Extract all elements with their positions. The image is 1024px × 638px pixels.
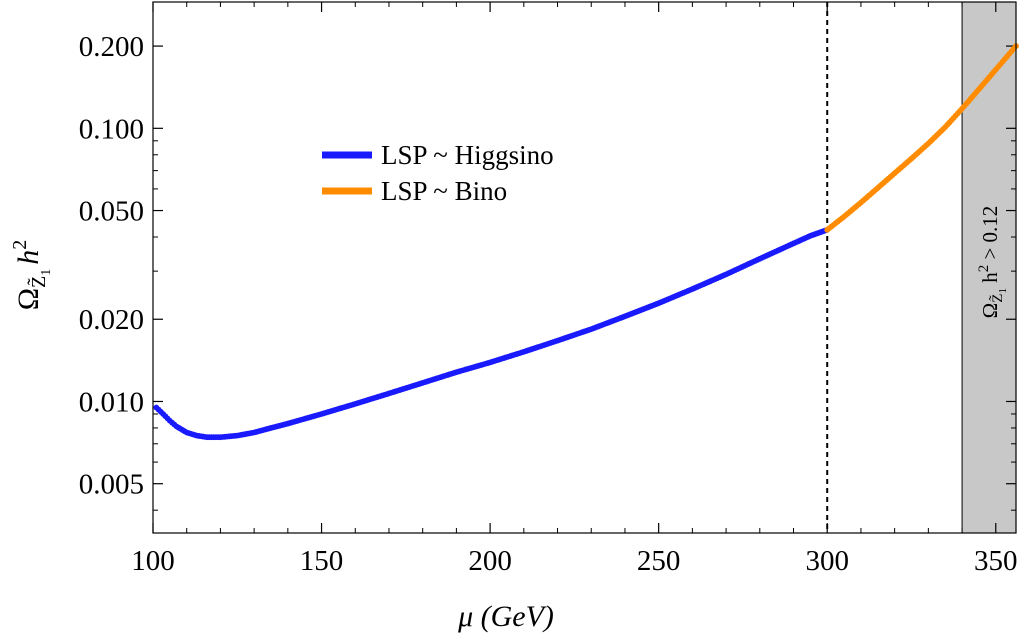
y-tick-label-0.010: 0.010 bbox=[79, 386, 144, 418]
data-series bbox=[153, 43, 1019, 441]
x-tick-label-150: 150 bbox=[300, 545, 344, 577]
legend-label-higgsino: LSP ~ Higgsino bbox=[381, 140, 554, 170]
y-tick-label-0.100: 0.100 bbox=[79, 113, 144, 145]
series-bino bbox=[824, 43, 1019, 233]
y-tick-label-0.200: 0.200 bbox=[79, 31, 144, 63]
y-tick-label-0.050: 0.050 bbox=[79, 196, 144, 228]
x-tick-label-100: 100 bbox=[131, 545, 175, 577]
excluded-region-label: ΩZ̃1 h2 > 0.12 bbox=[976, 206, 1009, 319]
axes-ticks bbox=[152, 2, 1016, 533]
tick-labels: 100 150 200 250 300 350 0.005 0.010 0.020 0.050 0.… bbox=[79, 31, 1018, 577]
y-axis-label: ΩZ̃1h2 bbox=[9, 240, 54, 311]
x-tick-label-350: 350 bbox=[974, 545, 1018, 577]
y-tick-label-0.020: 0.020 bbox=[79, 304, 144, 336]
legend: LSP ~ Higgsino LSP ~ Bino bbox=[322, 140, 554, 206]
excluded-region: ΩZ̃1 h2 > 0.12 bbox=[961, 1, 1017, 534]
x-tick-label-300: 300 bbox=[805, 545, 849, 577]
y-tick-label-0.005: 0.005 bbox=[79, 469, 144, 501]
x-axis-label: μ (GeV) bbox=[457, 600, 554, 633]
excluded-region-band bbox=[961, 1, 1017, 534]
series-higgsino bbox=[153, 226, 831, 441]
plot-frame bbox=[152, 1, 1017, 534]
legend-label-bino: LSP ~ Bino bbox=[381, 176, 507, 206]
x-tick-label-250: 250 bbox=[637, 545, 681, 577]
x-tick-label-200: 200 bbox=[468, 545, 512, 577]
